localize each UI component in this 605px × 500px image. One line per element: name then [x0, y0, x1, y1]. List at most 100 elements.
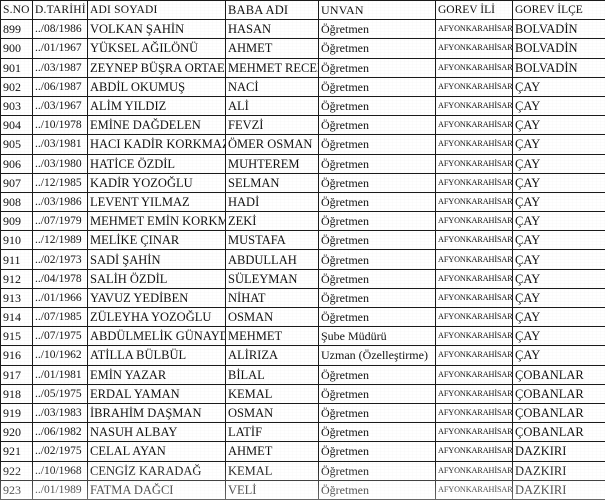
cell-district: BOLVADİN — [512, 19, 605, 40]
cell-title: Öğretmen — [318, 211, 436, 232]
cell-province: AFYONKARAHİSAR — [435, 422, 513, 443]
cell-province: AFYONKARAHİSAR — [435, 191, 513, 213]
cell-fathername: MEHMET RECEP — [225, 57, 319, 78]
cell-district: BOLVADİN — [512, 38, 605, 59]
cell-district: ÇAY — [512, 287, 605, 309]
table-header: S.NO D.TARİHİ ADI SOYADI BABA ADI UNVAN … — [0, 0, 605, 21]
cell-fullname: YÜKSEL AĞILÖNÜ — [87, 38, 226, 59]
cell-fullname: SALİH ÖZDİL — [87, 268, 226, 289]
cell-district: ÇOBANLAR — [512, 383, 605, 404]
table-row: 906 ../03/1980 HATİCE ÖZDİL MUHTEREM Öğretme… — [0, 153, 605, 174]
cell-birthdate: ../01/1989 — [32, 479, 88, 500]
column-header-sno: S.NO — [0, 0, 33, 21]
cell-district: ÇAY — [512, 76, 605, 97]
cell-district: ÇAY — [512, 306, 605, 328]
cell-title: Öğretmen — [318, 268, 436, 289]
cell-province: AFYONKARAHİSAR — [435, 326, 513, 347]
cell-title: Öğretmen — [318, 383, 436, 404]
cell-province: AFYONKARAHİSAR — [435, 76, 513, 97]
cell-title: Öğretmen — [318, 441, 436, 462]
cell-birthdate: ../02/1973 — [32, 249, 88, 270]
cell-birthdate: ../08/1986 — [32, 19, 88, 40]
cell-fathername: SÜLEYMAN — [225, 268, 319, 289]
table-row: 902 ../06/1987 ABDİL OKUMUŞ NACİ Öğretmen AFY… — [0, 76, 605, 97]
column-header-fullname: ADI SOYADI — [87, 0, 226, 21]
cell-province: AFYONKARAHİSAR — [435, 345, 513, 366]
cell-sno: 910 — [0, 230, 33, 251]
cell-fathername: SELMAN — [225, 172, 319, 193]
cell-fathername: LATİF — [225, 422, 319, 443]
cell-sno: 921 — [0, 441, 33, 462]
cell-title: Öğretmen — [318, 402, 436, 424]
table-row: 901 ../03/1987 ZEYNEP BÜŞRA ORTAERİ MEHMET … — [0, 57, 605, 78]
table-row: 903 ../03/1967 ALİM YILDIZ ALİ Öğretmen AFYON… — [0, 95, 605, 117]
cell-district: ÇAY — [512, 249, 605, 270]
cell-birthdate: ../07/1979 — [32, 211, 88, 232]
cell-sno: 922 — [0, 460, 33, 481]
cell-fullname: ERDAL YAMAN — [87, 383, 226, 404]
cell-title: Öğretmen — [318, 38, 436, 59]
cell-province: AFYONKARAHİSAR — [435, 153, 513, 174]
cell-fathername: ABDULLAH — [225, 249, 319, 270]
cell-birthdate: ../06/1982 — [32, 422, 88, 443]
cell-birthdate: ../03/1986 — [32, 191, 88, 213]
cell-birthdate: ../07/1975 — [32, 326, 88, 347]
table-row: 919 ../03/1983 İBRAHİM DAŞMAN OSMAN Öğretmen… — [0, 402, 605, 424]
cell-district: DAZKIRI — [512, 479, 605, 500]
cell-province: AFYONKARAHİSAR — [435, 383, 513, 404]
cell-sno: 908 — [0, 191, 33, 213]
table-row: 916 ../10/1962 ATİLLA BÜLBÜL ALİRIZA Uzman (… — [0, 345, 605, 366]
cell-fathername: ZEKİ — [225, 211, 319, 232]
cell-fullname: MEHMET EMİN KORKMAZ — [87, 211, 226, 232]
cell-province: AFYONKARAHİSAR — [435, 57, 513, 78]
cell-province: AFYONKARAHİSAR — [435, 19, 513, 40]
column-header-province: GOREV İLİ — [435, 0, 513, 21]
cell-fullname: ABDİL OKUMUŞ — [87, 76, 226, 97]
cell-fullname: FATMA DAĞCI — [87, 479, 226, 500]
cell-province: AFYONKARAHİSAR — [435, 268, 513, 289]
cell-province: AFYONKARAHİSAR — [435, 441, 513, 462]
cell-district: ÇAY — [512, 134, 605, 155]
cell-sno: 913 — [0, 287, 33, 309]
cell-district: ÇAY — [512, 153, 605, 174]
cell-fathername: HADİ — [225, 191, 319, 213]
cell-fullname: VOLKAN ŞAHİN — [87, 19, 226, 40]
cell-sno: 903 — [0, 95, 33, 117]
cell-sno: 912 — [0, 268, 33, 289]
cell-fullname: EMİN YAZAR — [87, 364, 226, 385]
column-header-birthdate: D.TARİHİ — [32, 0, 88, 21]
table-row: 911 ../02/1973 SADİ ŞAHİN ABDULLAH Öğretmen A… — [0, 249, 605, 270]
cell-province: AFYONKARAHİSAR — [435, 115, 513, 136]
cell-sno: 909 — [0, 211, 33, 232]
cell-fullname: EMİNE DAĞDELEN — [87, 115, 226, 136]
cell-district: ÇOBANLAR — [512, 422, 605, 443]
cell-province: AFYONKARAHİSAR — [435, 211, 513, 232]
table-row: 917 ../01/1981 EMİN YAZAR BİLAL Öğretmen AFYO… — [0, 364, 605, 385]
cell-birthdate: ../10/1968 — [32, 460, 88, 481]
cell-fullname: CENGİZ KARADAĞ — [87, 460, 226, 481]
cell-district: ÇAY — [512, 211, 605, 232]
cell-fathername: ALİ — [225, 95, 319, 117]
cell-district: ÇAY — [512, 95, 605, 117]
cell-fathername: FEVZİ — [225, 115, 319, 136]
cell-province: AFYONKARAHİSAR — [435, 134, 513, 155]
cell-title: Öğretmen — [318, 364, 436, 385]
cell-title: Öğretmen — [318, 76, 436, 97]
cell-fathername: ÖMER OSMAN — [225, 134, 319, 155]
cell-fathername: HASAN — [225, 19, 319, 40]
cell-fullname: ATİLLA BÜLBÜL — [87, 345, 226, 366]
cell-sno: 923 — [0, 479, 33, 500]
cell-birthdate: ../03/1967 — [32, 95, 88, 117]
cell-fullname: YAVUZ YEDİBEN — [87, 287, 226, 309]
cell-province: AFYONKARAHİSAR — [435, 460, 513, 481]
cell-district: ÇAY — [512, 268, 605, 289]
cell-sno: 920 — [0, 422, 33, 443]
table-row: 922 ../10/1968 CENGİZ KARADAĞ KEMAL Öğretmen… — [0, 460, 605, 481]
cell-fullname: CELAL AYAN — [87, 441, 226, 462]
cell-fullname: İBRAHİM DAŞMAN — [87, 402, 226, 424]
cell-birthdate: ../03/1981 — [32, 134, 88, 155]
cell-fullname: ALİM YILDIZ — [87, 95, 226, 117]
